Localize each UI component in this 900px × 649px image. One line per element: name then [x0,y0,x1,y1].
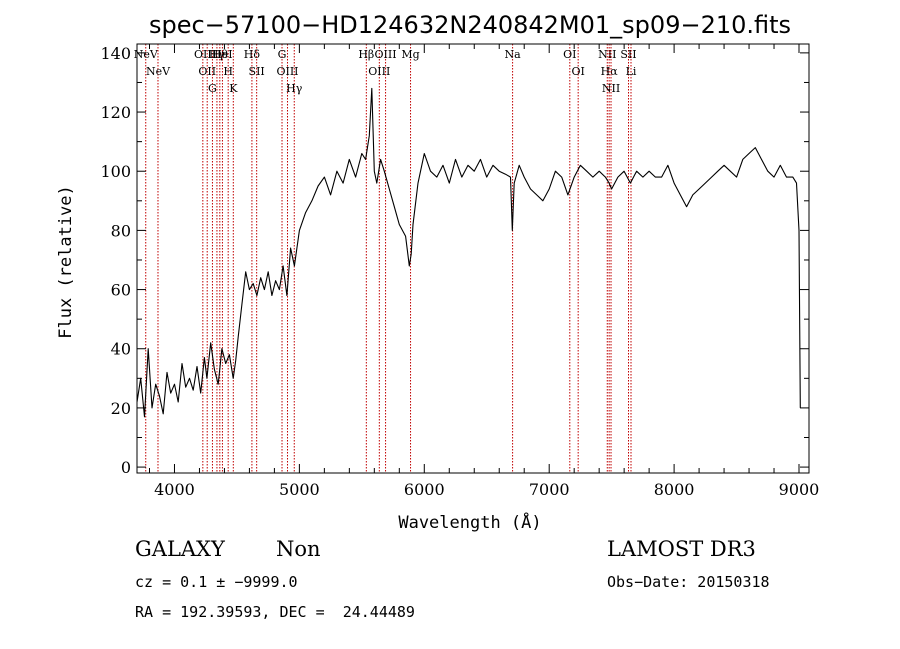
line-label-23: Hα [601,65,619,78]
y-tick-label-2: 40 [111,340,131,359]
obs-date-text: Obs−Date: 20150318 [607,573,770,591]
line-label-24: NII [602,82,620,95]
plot-frame [136,43,810,474]
axis-ticks: 4000 5000 6000 7000 8000 9000 0 20 40 60 80 100 120 1… [100,44,819,499]
line-label-1: NeV [146,65,171,78]
line-label-12: G [278,48,287,61]
chart-title: spec−57100−HD124632N240842M01_sp09−210.f… [149,11,791,39]
line-label-13: OIII [276,65,298,78]
class-label: GALAXY [135,537,225,561]
x-tick-label-5: 9000 [779,480,820,499]
line-label-16: OIII [368,65,390,78]
line-label-25: SII [620,48,636,61]
line-label-14: Hγ [286,82,303,95]
line-label-10: Hδ [244,48,261,61]
line-label-4: G [208,82,217,95]
y-tick-label-7: 140 [100,44,131,63]
line-label-9: K [229,82,238,95]
line-label-22: NII [598,48,616,61]
line-label-0: NeV [134,48,159,61]
line-label-19: Na [505,48,522,61]
y-tick-label-6: 120 [100,103,131,122]
y-tick-label-3: 60 [111,281,131,300]
line-label-11: SII [249,65,265,78]
x-tick-label-2: 6000 [404,480,445,499]
y-tick-label-5: 100 [100,162,131,181]
line-label-26: Li [626,65,637,78]
line-label-6: Hθ [212,48,229,61]
line-label-17: OIII [375,48,397,61]
redshift-text: cz = 0.1 ± −9999.0 [135,573,298,591]
line-label-20: OI [563,48,576,61]
spectrum-line-0 [136,87,801,418]
y-tick-label-0: 0 [121,458,131,477]
survey-label: LAMOST DR3 [607,537,756,561]
line-label-15: Hβ [358,48,374,61]
y-axis-label: Flux (relative) [56,185,76,339]
y-tick-label-1: 20 [111,399,131,418]
line-label-21: OI [571,65,584,78]
line-label-5: Hγ [209,48,226,61]
line-label-3: OII [198,65,216,78]
x-tick-label-4: 8000 [654,480,695,499]
ra-dec-text: RA = 192.39593, DEC = 24.44489 [135,603,415,621]
line-label-7: HeI [212,48,232,61]
spectrum-series [136,87,801,418]
y-tick-label-4: 80 [111,221,131,240]
subclass-label: Non [276,537,321,561]
x-tick-label-3: 7000 [529,480,570,499]
line-label-8: H [223,65,233,78]
line-label-18: Mg [401,48,419,61]
x-tick-label-1: 5000 [279,480,320,499]
x-axis-label: Wavelength (Å) [398,511,541,533]
x-tick-label-0: 4000 [154,480,195,499]
emission-line-markers: NeVNeVOIIOIIGHγHθHeIHKHδSIIGOIIIHγHβOIII… [134,44,637,473]
